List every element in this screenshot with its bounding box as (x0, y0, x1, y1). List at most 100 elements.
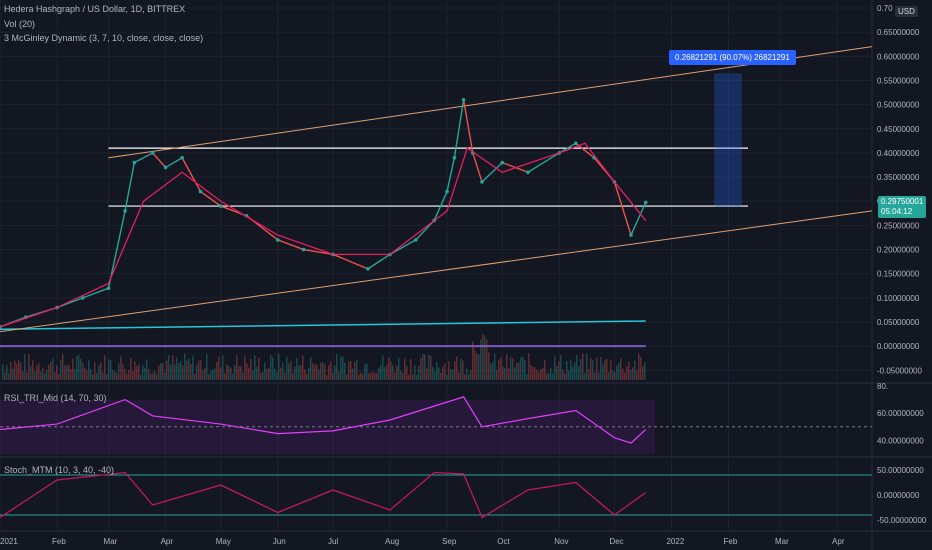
rsi-tick-label: 40.00000000 (877, 436, 924, 445)
volume-bar (324, 364, 326, 380)
volume-bar (334, 365, 336, 380)
volume-bar (76, 356, 78, 380)
volume-bar (342, 356, 344, 380)
volume-bar (46, 369, 48, 380)
price-line-segment (446, 157, 456, 192)
volume-bar (106, 374, 108, 380)
x-tick-label: May (216, 537, 231, 546)
volume-bar (542, 367, 544, 380)
volume-bar (202, 370, 204, 380)
volume-bar (24, 354, 26, 380)
volume-bar (432, 366, 434, 380)
volume-bar (472, 341, 474, 380)
currency-badge[interactable]: USD (895, 6, 918, 17)
volume-bar (286, 356, 288, 380)
volume-bar (608, 372, 610, 380)
volume-bar (284, 372, 286, 380)
rsi-legend[interactable]: RSI_TRI_Mid (14, 70, 30) (4, 393, 107, 403)
y-tick-label: -0.05000000 (877, 366, 922, 375)
volume-bar (482, 334, 484, 380)
volume-bar (492, 362, 494, 380)
price-line-segment (82, 287, 109, 299)
volume-bar (302, 355, 304, 380)
volume-bar (166, 360, 168, 380)
volume-bar (252, 369, 254, 380)
volume-bar (602, 364, 604, 380)
volume-bar (48, 364, 50, 380)
volume-bar (522, 356, 524, 380)
price-line-segment (124, 162, 135, 212)
volume-bar (168, 355, 170, 380)
volume-bar (40, 371, 42, 380)
price-line-segment (200, 191, 222, 207)
volume-bar (366, 363, 368, 380)
volume-bar (62, 353, 64, 380)
volume-bar (420, 358, 422, 380)
volume-bar (456, 356, 458, 380)
price-line-segment (152, 152, 167, 168)
mcginley-legend[interactable]: 3 McGinley Dynamic (3, 7, 10, close, clo… (4, 33, 204, 43)
volume-bar (64, 365, 66, 380)
stoch-legend[interactable]: Stoch_MTM (10, 3, 40, -40) (4, 465, 115, 475)
volume-bar (444, 363, 446, 380)
volume-bar (308, 367, 310, 380)
volume-bar (298, 365, 300, 380)
volume-bar (264, 362, 266, 380)
volume-bar (468, 374, 470, 380)
volume-bar (80, 358, 82, 380)
volume-bar (618, 362, 620, 380)
volume-bar (500, 357, 502, 380)
volume-bar (148, 369, 150, 380)
price-point (218, 204, 223, 208)
volume-bar (70, 369, 72, 380)
volume-bar (510, 356, 512, 380)
volume-bar (554, 356, 556, 380)
volume-bar (226, 364, 228, 380)
volume-bar (184, 353, 186, 380)
volume-bar (88, 359, 90, 380)
volume-bar (372, 371, 374, 380)
volume-bar (20, 362, 22, 380)
volume-bar (134, 361, 136, 380)
volume-bar (258, 357, 260, 380)
volume-bar (330, 361, 332, 380)
price-point (643, 200, 648, 205)
volume-bar (262, 372, 264, 380)
y-tick-label: 0.20000000 (877, 246, 920, 255)
volume-bar (32, 360, 34, 380)
volume-bar (304, 369, 306, 380)
volume-bar (594, 372, 596, 380)
volume-bar (590, 357, 592, 380)
volume-bar (574, 362, 576, 380)
x-tick-label: Nov (554, 537, 568, 546)
trendline (0, 210, 873, 333)
price-point (150, 151, 155, 155)
volume-bar (316, 364, 318, 380)
price-point (180, 155, 184, 160)
volume-bar (224, 373, 226, 380)
price-point (445, 189, 449, 194)
volume-bar (580, 359, 582, 380)
volume-bar (152, 373, 154, 380)
volume-bar (380, 364, 382, 380)
volume-bar (612, 370, 614, 380)
stoch-tick-label: 0.00000000 (877, 491, 920, 500)
volume-bar (546, 373, 548, 380)
volume-bar (34, 371, 36, 380)
volume-bar (460, 358, 462, 380)
volume-bar (644, 362, 646, 380)
volume-bar (346, 374, 348, 380)
volume-bar (74, 369, 76, 380)
volume-bar (196, 364, 198, 380)
volume-bar (130, 357, 132, 380)
volume-bar (586, 353, 588, 380)
volume-bar (610, 360, 612, 380)
x-tick-label: Dec (609, 537, 623, 546)
volume-bar (328, 364, 330, 380)
price-point (452, 155, 457, 160)
volume-bar (474, 349, 476, 380)
volume-bar (136, 366, 138, 380)
volume-legend[interactable]: Vol (20) (4, 19, 36, 29)
volume-bar (216, 361, 218, 380)
